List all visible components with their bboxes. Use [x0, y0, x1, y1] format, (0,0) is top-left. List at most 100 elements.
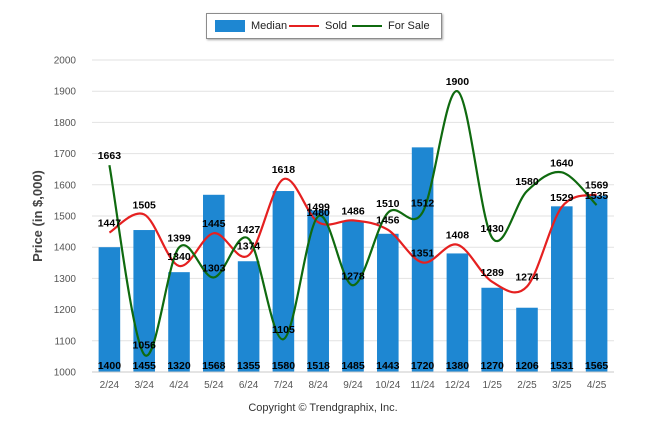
x-tick-label: 1/25	[482, 380, 502, 391]
forsale-value-label: 1303	[202, 262, 226, 274]
y-tick-label: 1500	[54, 212, 77, 223]
median-bar	[377, 233, 399, 372]
median-bar	[307, 210, 329, 372]
median-value-label: 1518	[307, 360, 331, 372]
y-tick-label: 2000	[54, 56, 77, 67]
forsale-value-label: 1512	[411, 197, 435, 209]
legend-label-median: Median	[251, 20, 288, 32]
x-tick-label: 8/24	[308, 380, 328, 391]
forsale-value-label: 1056	[133, 340, 157, 352]
x-tick-label: 7/24	[274, 380, 294, 391]
sold-value-label: 1340	[167, 251, 191, 263]
forsale-value-label: 1427	[237, 224, 261, 236]
median-bar	[237, 261, 260, 372]
forsale-swatch	[352, 25, 382, 27]
median-value-label: 1270	[481, 360, 505, 372]
median-swatch	[215, 20, 245, 32]
x-tick-label: 4/24	[169, 380, 189, 391]
x-tick-label: 3/25	[552, 380, 572, 391]
legend-item-forsale[interactable]: For Sale	[352, 20, 430, 32]
y-axis-label: Price (in $,000)	[30, 170, 45, 262]
sold-value-label: 1408	[446, 230, 470, 242]
x-tick-label: 5/24	[204, 380, 224, 391]
median-bar	[551, 206, 573, 372]
forsale-value-label: 1663	[98, 150, 122, 162]
x-tick-label: 6/24	[239, 380, 259, 391]
median-bar	[585, 195, 608, 372]
median-value-label: 1355	[237, 360, 261, 372]
x-tick-label: 2/25	[517, 380, 537, 391]
median-bar	[133, 230, 155, 372]
median-bar	[342, 220, 364, 372]
median-value-label: 1565	[585, 360, 609, 372]
y-tick-label: 1900	[54, 87, 77, 98]
median-value-label: 1568	[202, 360, 226, 372]
forsale-value-label: 1105	[272, 324, 295, 336]
x-tick-label: 3/24	[134, 380, 154, 391]
sold-value-label: 1456	[376, 215, 400, 227]
y-axis-ticks: 1000 1100 1200 1300 1400 1500 1600 1700 1800 1900…	[54, 56, 77, 379]
forsale-value-label: 1580	[515, 176, 539, 188]
y-tick-label: 1800	[54, 118, 77, 129]
sold-value-label: 1569	[585, 179, 609, 191]
median-value-label: 1320	[167, 360, 191, 372]
x-tick-label: 10/24	[375, 380, 400, 391]
median-bar	[168, 272, 190, 372]
y-tick-label: 1700	[54, 149, 77, 160]
y-tick-label: 1300	[54, 274, 77, 285]
x-tick-label: 2/24	[100, 380, 120, 391]
sold-swatch	[289, 25, 319, 27]
median-bar	[446, 253, 469, 372]
series-lines	[108, 90, 598, 357]
sold-value-label: 1618	[272, 164, 296, 176]
y-tick-label: 1200	[54, 305, 77, 316]
sold-line	[108, 177, 597, 294]
median-value-label: 1580	[272, 360, 296, 372]
forsale-value-label: 1278	[341, 270, 365, 282]
sold-value-label: 1289	[481, 267, 505, 279]
sold-value-label: 1351	[411, 247, 435, 259]
median-bars	[98, 147, 608, 372]
median-bar	[98, 247, 121, 372]
forsale-value-label: 1510	[376, 198, 400, 210]
forsale-value-label: 1535	[585, 190, 609, 202]
median-value-label: 1400	[98, 360, 122, 372]
forsale-value-label: 1900	[446, 76, 470, 88]
median-bar	[272, 191, 295, 372]
copyright-footer: Copyright © Trendgraphix, Inc.	[248, 402, 398, 414]
sold-value-label: 1374	[237, 240, 261, 252]
x-axis-ticks: 2/24 3/24 4/24 5/24 6/24 7/24 8/24 9/24 10/24 11/…	[92, 371, 614, 391]
median-value-label: 1455	[133, 360, 157, 372]
y-tick-label: 1100	[54, 336, 76, 347]
median-bar	[411, 147, 434, 372]
legend-label-forsale: For Sale	[388, 20, 430, 32]
sold-value-label: 1529	[550, 192, 574, 204]
forsale-value-label: 1499	[307, 201, 331, 213]
x-tick-label: 11/24	[410, 380, 435, 391]
legend-label-sold: Sold	[325, 20, 348, 32]
x-tick-label: 4/25	[587, 380, 607, 391]
sold-value-label: 1445	[202, 218, 226, 230]
sold-value-label: 1480	[307, 207, 331, 219]
median-value-label: 1443	[376, 360, 400, 372]
median-value-label: 1720	[411, 360, 435, 372]
median-value-label: 1485	[341, 360, 365, 372]
sold-value-label: 1274	[515, 272, 539, 284]
median-bar	[203, 194, 225, 372]
sold-value-label: 1447	[98, 218, 122, 230]
median-bar	[516, 307, 538, 372]
median-value-label: 1531	[550, 360, 574, 372]
median-bar	[481, 287, 503, 372]
median-value-label: 1380	[446, 360, 470, 372]
median-value-label: 1206	[515, 360, 539, 372]
legend-item-median[interactable]: Median	[215, 20, 287, 32]
y-tick-label: 1400	[54, 243, 77, 254]
forsale-value-label: 1640	[550, 157, 574, 169]
forsale-value-label: 1399	[167, 233, 191, 245]
legend-item-sold[interactable]: Sold	[289, 20, 347, 32]
sold-value-label: 1486	[341, 205, 365, 217]
data-labels: 1400 1455 1320 1568 1355 1580 1518 1485 1443 1720…	[98, 76, 609, 372]
x-tick-label: 9/24	[343, 380, 363, 391]
forsale-value-label: 1430	[481, 223, 505, 235]
